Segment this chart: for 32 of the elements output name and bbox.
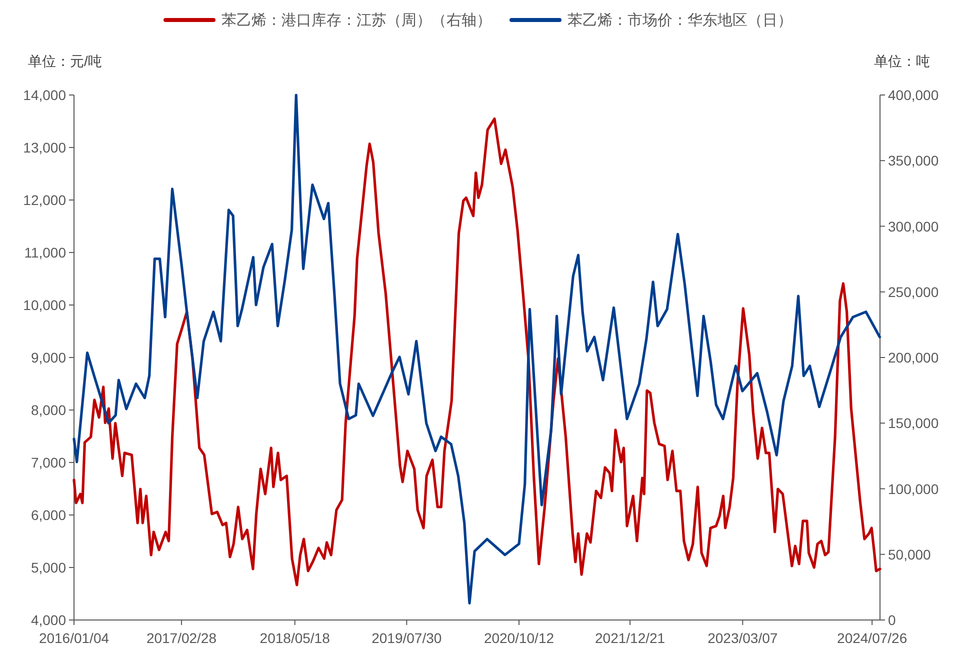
y2-tick-label: 350,000: [888, 152, 939, 169]
x-tick-label: 2021/12/21: [595, 630, 666, 646]
y-tick-label: 7,000: [30, 454, 66, 470]
y2-tick-label: 50,000: [888, 546, 932, 562]
y-tick-label: 12,000: [23, 192, 66, 208]
y-tick-label: 13,000: [23, 140, 66, 156]
x-tick-label: 2019/07/30: [372, 630, 442, 646]
x-tick-label: 2017/02/28: [146, 630, 217, 646]
y-tick-label: 9,000: [30, 350, 66, 366]
y-tick-label: 14,000: [23, 87, 66, 103]
x-tick-label: 2020/10/12: [484, 630, 554, 646]
legend-label: 苯乙烯：市场价：华东地区（日）: [568, 12, 792, 29]
y-tick-label: 4,000: [30, 612, 66, 628]
x-tick-label: 2018/05/18: [260, 630, 330, 646]
y2-tick-label: 100,000: [888, 480, 939, 497]
y-tick-label: 5,000: [30, 560, 66, 576]
y-tick-label: 8,000: [30, 402, 66, 418]
text: 单位：元/吨: [28, 53, 102, 69]
x-tick-label: 2023/03/07: [708, 630, 778, 646]
y2-tick-label: 150,000: [888, 415, 939, 432]
y2-tick-label: 400,000: [888, 87, 939, 103]
legend-label: 苯乙烯：港口库存：江苏（周）（右轴）: [222, 12, 492, 29]
y2-tick-label: 200,000: [888, 350, 939, 366]
y-tick-label: 6,000: [30, 507, 66, 523]
y2-tick-label: 300,000: [888, 218, 939, 234]
y-tick-label: 10,000: [23, 297, 66, 313]
y2-tick-label: 250,000: [888, 284, 939, 300]
x-tick-label: 2024/07/26: [837, 630, 908, 646]
y-tick-label: 11,000: [24, 244, 66, 260]
text: 单位：吨: [874, 53, 930, 69]
y2-tick-label: 0: [888, 612, 896, 628]
x-tick-label: 2016/01/04: [38, 630, 110, 646]
